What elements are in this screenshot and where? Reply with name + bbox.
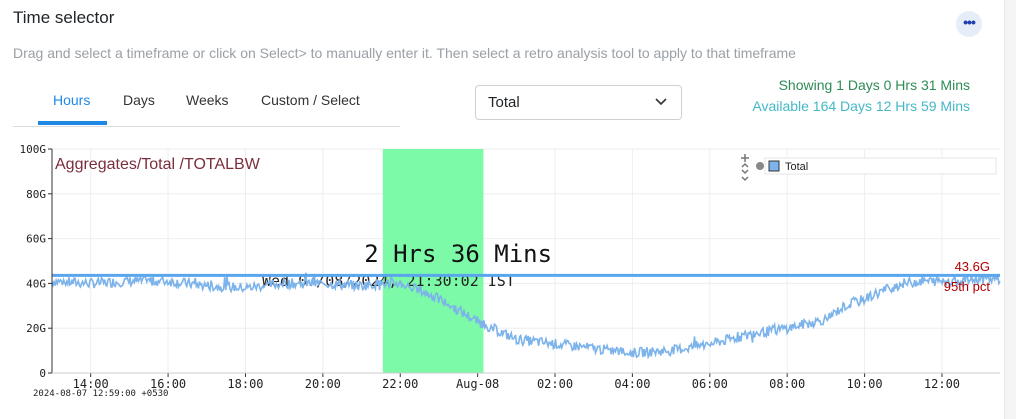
- chart-title: Aggregates/Total /TOTALBW: [55, 156, 261, 173]
- x-tick-label: Aug-08: [456, 377, 499, 391]
- y-tick-label: 60G: [26, 233, 46, 246]
- more-options-button[interactable]: •••: [956, 11, 982, 37]
- chevron-down-icon: [655, 98, 667, 106]
- selected-timeframe[interactable]: [382, 149, 484, 373]
- tab-hours[interactable]: Hours: [53, 92, 91, 108]
- active-tab-indicator: [38, 121, 107, 125]
- x-tick-label: 12:00: [924, 377, 960, 391]
- y-tick-label: 100G: [20, 145, 47, 156]
- x-tick-label: 20:00: [305, 377, 341, 391]
- x-tick-label: 08:00: [769, 377, 805, 391]
- timeframe-chart[interactable]: Wed 07/08/2024, 21:30:02 IST 2 Hrs 36 Mi…: [0, 143, 1004, 405]
- tab-weeks[interactable]: Weeks: [186, 92, 229, 108]
- percentile-name-label: 95th pct: [944, 279, 991, 294]
- x-tick-label: 14:00: [73, 377, 109, 391]
- legend-nav-icon[interactable]: [741, 154, 749, 182]
- panel-title: Time selector: [13, 8, 115, 27]
- legend-swatch-total[interactable]: [768, 160, 780, 172]
- legend-dot-icon: [756, 162, 764, 170]
- x-tick-label: 04:00: [614, 377, 650, 391]
- chart-legend: Total: [741, 154, 997, 182]
- x-tick-label: 18:00: [227, 377, 263, 391]
- tab-days[interactable]: Days: [123, 92, 155, 108]
- legend-label-total: Total: [785, 161, 808, 173]
- y-tick-label: 20G: [26, 322, 46, 335]
- panel-description: Drag and select a timeframe or click on …: [13, 45, 796, 61]
- y-tick-label: 40G: [26, 277, 46, 290]
- ellipsis-icon: •••: [963, 14, 976, 30]
- metric-select-value: Total: [488, 94, 520, 111]
- available-duration: Available 164 Days 12 Hrs 59 Mins: [752, 98, 970, 114]
- tab-custom-select[interactable]: Custom / Select: [261, 92, 360, 108]
- chart-svg[interactable]: Wed 07/08/2024, 21:30:02 IST 2 Hrs 36 Mi…: [0, 143, 1004, 405]
- scrollbar-track[interactable]: [1004, 0, 1016, 419]
- x-tick-label: 22:00: [382, 377, 418, 391]
- y-tick-label: 0: [39, 367, 46, 380]
- percentile-value-label: 43.6G: [955, 259, 990, 274]
- x-tick-label: 02:00: [537, 377, 573, 391]
- timeframe-tabs: Hours Days Weeks Custom / Select: [13, 84, 400, 127]
- y-tick-label: 80G: [26, 188, 46, 201]
- metric-select[interactable]: Total: [475, 85, 682, 120]
- x-tick-label: 16:00: [150, 377, 186, 391]
- selection-duration-label: 2 Hrs 36 Mins: [364, 240, 552, 268]
- x-tick-label: 10:00: [847, 377, 883, 391]
- showing-duration: Showing 1 Days 0 Hrs 31 Mins: [778, 77, 970, 93]
- x-tick-label: 06:00: [692, 377, 728, 391]
- chart-timestamp: 2024-08-07 12:59:00 +0530: [33, 389, 168, 399]
- series-line-total: [51, 272, 1001, 360]
